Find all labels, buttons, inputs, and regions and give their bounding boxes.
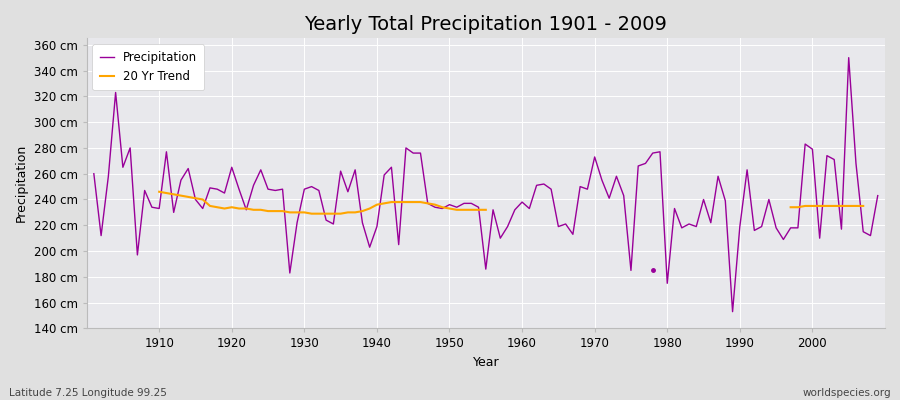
20 Yr Trend <box>444 206 454 211</box>
Precipitation <box>517 200 527 204</box>
20 Yr Trend <box>357 209 368 214</box>
20 Yr Trend <box>227 205 238 210</box>
20 Yr Trend <box>263 209 274 214</box>
X-axis label: Year: Year <box>472 356 500 369</box>
20 Yr Trend <box>408 200 418 204</box>
20 Yr Trend <box>241 206 252 211</box>
Legend: Precipitation, 20 Yr Trend: Precipitation, 20 Yr Trend <box>93 44 204 90</box>
20 Yr Trend <box>219 206 230 211</box>
20 Yr Trend <box>364 206 375 211</box>
20 Yr Trend <box>204 204 215 208</box>
Precipitation <box>88 171 99 176</box>
Precipitation <box>306 184 317 189</box>
20 Yr Trend <box>393 200 404 204</box>
Precipitation <box>727 309 738 314</box>
Y-axis label: Precipitation: Precipitation <box>15 144 28 222</box>
20 Yr Trend <box>343 210 354 215</box>
Line: Precipitation: Precipitation <box>94 58 878 312</box>
20 Yr Trend <box>284 210 295 215</box>
20 Yr Trend <box>436 205 447 210</box>
Title: Yearly Total Precipitation 1901 - 2009: Yearly Total Precipitation 1901 - 2009 <box>304 15 667 34</box>
20 Yr Trend <box>379 201 390 206</box>
Precipitation <box>350 168 361 172</box>
20 Yr Trend <box>292 210 302 215</box>
20 Yr Trend <box>183 194 194 199</box>
20 Yr Trend <box>154 189 165 194</box>
20 Yr Trend <box>299 210 310 215</box>
20 Yr Trend <box>197 197 208 202</box>
Precipitation <box>147 205 158 210</box>
20 Yr Trend <box>277 209 288 214</box>
Text: worldspecies.org: worldspecies.org <box>803 388 891 398</box>
20 Yr Trend <box>335 211 346 216</box>
Precipitation <box>872 193 883 198</box>
20 Yr Trend <box>234 206 245 211</box>
20 Yr Trend <box>161 191 172 196</box>
20 Yr Trend <box>350 210 361 215</box>
Precipitation <box>509 208 520 212</box>
20 Yr Trend <box>212 205 222 210</box>
20 Yr Trend <box>190 196 201 201</box>
20 Yr Trend <box>466 208 477 212</box>
20 Yr Trend <box>320 211 331 216</box>
Precipitation <box>604 196 615 201</box>
20 Yr Trend <box>473 208 484 212</box>
20 Yr Trend <box>328 211 338 216</box>
20 Yr Trend <box>481 208 491 212</box>
20 Yr Trend <box>415 200 426 204</box>
20 Yr Trend <box>459 208 470 212</box>
20 Yr Trend <box>256 208 266 212</box>
20 Yr Trend <box>176 193 186 198</box>
20 Yr Trend <box>386 200 397 204</box>
20 Yr Trend <box>372 202 382 207</box>
20 Yr Trend <box>248 208 259 212</box>
20 Yr Trend <box>168 192 179 197</box>
20 Yr Trend <box>429 202 440 207</box>
20 Yr Trend <box>270 209 281 214</box>
20 Yr Trend <box>313 211 324 216</box>
Precipitation <box>843 55 854 60</box>
20 Yr Trend <box>452 208 463 212</box>
20 Yr Trend <box>422 201 433 206</box>
20 Yr Trend <box>400 200 411 204</box>
20 Yr Trend <box>306 211 317 216</box>
Line: 20 Yr Trend: 20 Yr Trend <box>159 192 486 214</box>
Text: Latitude 7.25 Longitude 99.25: Latitude 7.25 Longitude 99.25 <box>9 388 166 398</box>
